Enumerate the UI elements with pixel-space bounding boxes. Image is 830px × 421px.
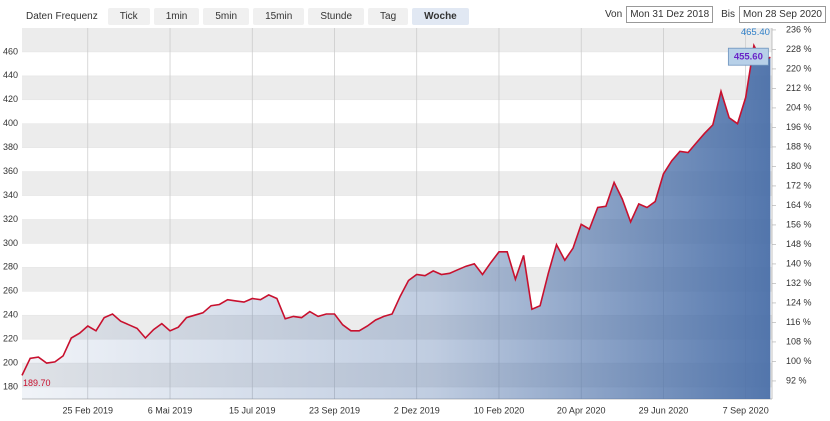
- last-value-label: 455.60: [734, 52, 763, 63]
- frequency-button[interactable]: Woche: [412, 7, 469, 25]
- y2-tick-label: 196 %: [786, 122, 812, 132]
- y-tick-label: 360: [3, 166, 18, 176]
- y-tick-label: 320: [3, 214, 18, 224]
- y2-tick-label: 172 %: [786, 180, 812, 190]
- y-tick-label: 340: [3, 190, 18, 200]
- y2-tick-label: 124 %: [786, 297, 812, 307]
- y2-tick-label: 100 %: [786, 356, 812, 366]
- y2-tick-label: 180 %: [786, 161, 812, 171]
- x-tick-label: 10 Feb 2020: [474, 405, 525, 415]
- frequency-button[interactable]: Stunde: [308, 7, 365, 25]
- y-tick-label: 400: [3, 118, 18, 128]
- y2-tick-label: 108 %: [786, 336, 812, 346]
- low-label: 189.70: [23, 378, 51, 388]
- y-tick-label: 240: [3, 310, 18, 320]
- y2-tick-label: 156 %: [786, 219, 812, 229]
- y-tick-label: 200: [3, 357, 18, 367]
- x-tick-label: 25 Feb 2019: [63, 405, 114, 415]
- grid-band: [22, 28, 772, 52]
- y-tick-label: 220: [3, 334, 18, 344]
- x-tick-label: 23 Sep 2019: [309, 405, 360, 415]
- from-label: Von: [604, 9, 623, 20]
- frequency-button[interactable]: Tick: [107, 7, 150, 25]
- y2-tick-label: 204 %: [786, 102, 812, 112]
- y2-tick-label: 228 %: [786, 44, 812, 54]
- y-tick-label: 460: [3, 46, 18, 56]
- frequency-button[interactable]: 15min: [253, 7, 305, 25]
- x-tick-label: 6 Mai 2019: [148, 405, 193, 415]
- high-label: 465.40: [741, 27, 770, 38]
- toolbar-label: Daten Frequenz: [26, 10, 98, 22]
- y2-tick-label: 92 %: [786, 375, 807, 385]
- y2-tick-label: 220 %: [786, 63, 812, 73]
- y2-tick-label: 236 %: [786, 24, 812, 34]
- y2-tick-label: 140 %: [786, 258, 812, 268]
- x-tick-label: 2 Dez 2019: [394, 405, 440, 415]
- y2-tick-label: 212 %: [786, 83, 812, 93]
- grid-band: [22, 171, 772, 196]
- grid-band: [22, 123, 772, 148]
- y-tick-label: 300: [3, 238, 18, 248]
- frequency-button[interactable]: 5min: [203, 7, 250, 25]
- y-tick-label: 380: [3, 142, 18, 152]
- y-tick-label: 280: [3, 262, 18, 272]
- price-line: [21, 42, 771, 376]
- y-tick-label: 420: [3, 94, 18, 104]
- y2-tick-label: 164 %: [786, 200, 812, 210]
- y2-tick-label: 116 %: [786, 317, 811, 327]
- y-tick-label: 180: [3, 381, 18, 391]
- frequency-button[interactable]: 1min: [153, 7, 200, 25]
- x-tick-label: 20 Apr 2020: [557, 405, 606, 415]
- last-value-box: [727, 47, 769, 66]
- from-input[interactable]: Mon 31 Dez 2018: [626, 6, 714, 23]
- to-label: Bis: [721, 9, 736, 20]
- date-range: Von Mon 31 Dez 2018 Bis Mon 28 Sep 2020: [605, 6, 826, 23]
- y2-tick-label: 148 %: [786, 239, 812, 249]
- frequency-button[interactable]: Tag: [368, 7, 409, 25]
- y2-tick-label: 132 %: [786, 278, 812, 288]
- to-input[interactable]: Mon 28 Sep 2020: [739, 6, 826, 23]
- y2-tick-label: 188 %: [786, 141, 812, 151]
- y-tick-label: 260: [3, 286, 18, 296]
- grid-band: [22, 75, 772, 100]
- toolbar: Daten Frequenz Tick 1min 5min 15min Stunde Ta…: [0, 5, 473, 27]
- y-tick-label: 440: [3, 70, 18, 80]
- x-tick-label: 29 Jun 2020: [639, 405, 689, 415]
- x-tick-label: 15 Jul 2019: [229, 405, 276, 415]
- price-area: [22, 45, 771, 399]
- x-tick-label: 7 Sep 2020: [723, 405, 769, 415]
